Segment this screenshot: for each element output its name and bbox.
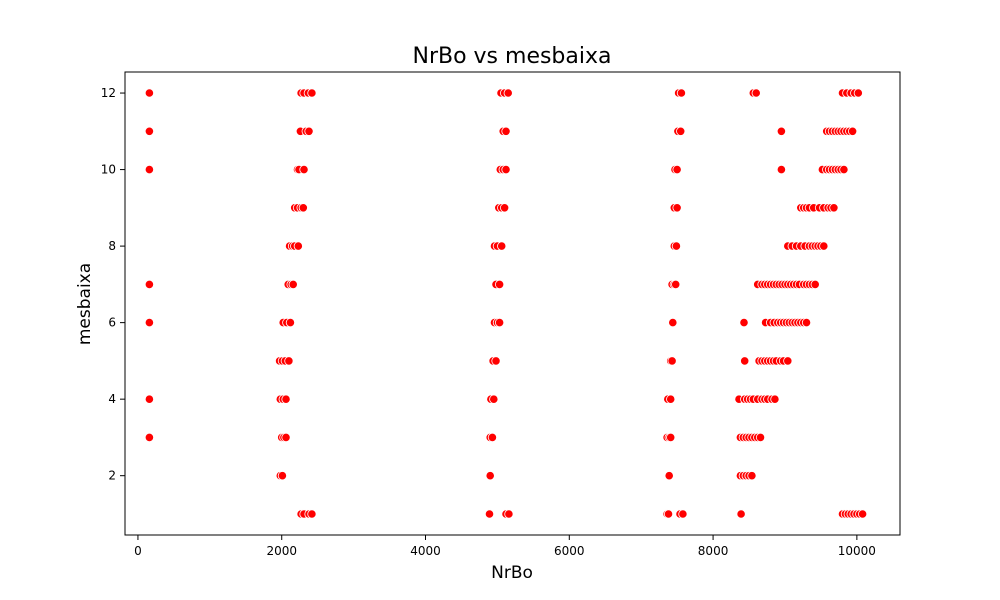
x-tick-label: 0 — [134, 544, 142, 558]
data-point — [783, 356, 793, 366]
data-point — [503, 88, 513, 98]
data-point — [491, 356, 501, 366]
y-tick-label: 10 — [101, 163, 116, 177]
data-point — [751, 88, 761, 98]
y-tick-label: 12 — [101, 86, 116, 100]
data-point — [485, 471, 495, 481]
data-point — [281, 432, 291, 442]
x-tick-label: 2000 — [266, 544, 297, 558]
data-point — [489, 394, 499, 404]
data-point — [144, 165, 154, 175]
data-point — [281, 394, 291, 404]
data-point — [755, 432, 766, 442]
data-point — [144, 88, 154, 98]
y-tick-label: 4 — [108, 392, 116, 406]
y-tick-label: 2 — [108, 469, 116, 483]
data-point — [739, 317, 749, 328]
data-point — [494, 279, 505, 289]
data-point — [776, 126, 787, 136]
data-point — [810, 279, 820, 289]
data-point — [144, 279, 154, 289]
data-point — [853, 88, 863, 98]
data-point — [847, 126, 858, 136]
data-point — [801, 317, 812, 328]
data-point — [504, 509, 514, 519]
x-tick-label: 6000 — [554, 544, 585, 558]
data-point — [293, 241, 303, 251]
data-point — [857, 509, 868, 519]
data-point — [672, 165, 682, 175]
data-point — [663, 509, 674, 519]
data-point — [668, 317, 678, 328]
x-tick-label: 4000 — [410, 544, 441, 558]
y-axis-ticks: 2 4 6 8 10 12 — [101, 86, 125, 483]
y-axis-label: mesbaixa — [75, 263, 95, 345]
x-tick-label: 10000 — [838, 544, 876, 558]
data-point — [307, 88, 317, 98]
y-tick-label: 6 — [108, 316, 116, 330]
data-point — [819, 241, 829, 251]
data-point — [740, 356, 750, 366]
data-point — [736, 509, 746, 519]
data-point — [299, 165, 309, 175]
data-point — [672, 203, 682, 213]
data-point — [277, 471, 287, 481]
data-point — [144, 317, 154, 328]
data-point — [671, 241, 682, 251]
data-point — [666, 394, 676, 404]
data-point — [144, 126, 154, 136]
data-point — [497, 241, 507, 251]
data-point — [285, 317, 295, 328]
data-point — [676, 126, 686, 136]
data-point — [487, 432, 497, 442]
data-point — [667, 356, 677, 366]
y-tick-label: 8 — [108, 239, 116, 253]
data-point — [288, 279, 298, 289]
data-point — [676, 88, 687, 98]
data-point — [776, 165, 787, 175]
data-point — [499, 203, 510, 213]
x-tick-label: 8000 — [698, 544, 729, 558]
data-point — [144, 394, 154, 404]
data-point — [144, 432, 154, 442]
data-point — [664, 471, 674, 481]
data-point — [284, 356, 294, 366]
data-point — [501, 165, 511, 175]
data-point — [678, 509, 688, 519]
data-point — [307, 509, 317, 519]
data-points — [144, 88, 868, 519]
data-point — [839, 165, 849, 175]
plot-area — [124, 71, 901, 536]
chart-title: NrBo vs mesbaixa — [412, 44, 611, 69]
data-point — [304, 126, 314, 136]
data-point — [298, 203, 308, 213]
data-point — [484, 509, 495, 519]
data-point — [829, 203, 839, 213]
data-point — [770, 394, 780, 404]
data-point — [501, 126, 511, 136]
data-point — [666, 432, 676, 442]
data-point — [671, 279, 681, 289]
x-axis-label: NrBo — [491, 563, 533, 583]
data-point — [747, 471, 757, 481]
data-point — [494, 317, 505, 328]
x-axis-ticks: 0 2000 4000 6000 8000 10000 — [134, 535, 876, 558]
